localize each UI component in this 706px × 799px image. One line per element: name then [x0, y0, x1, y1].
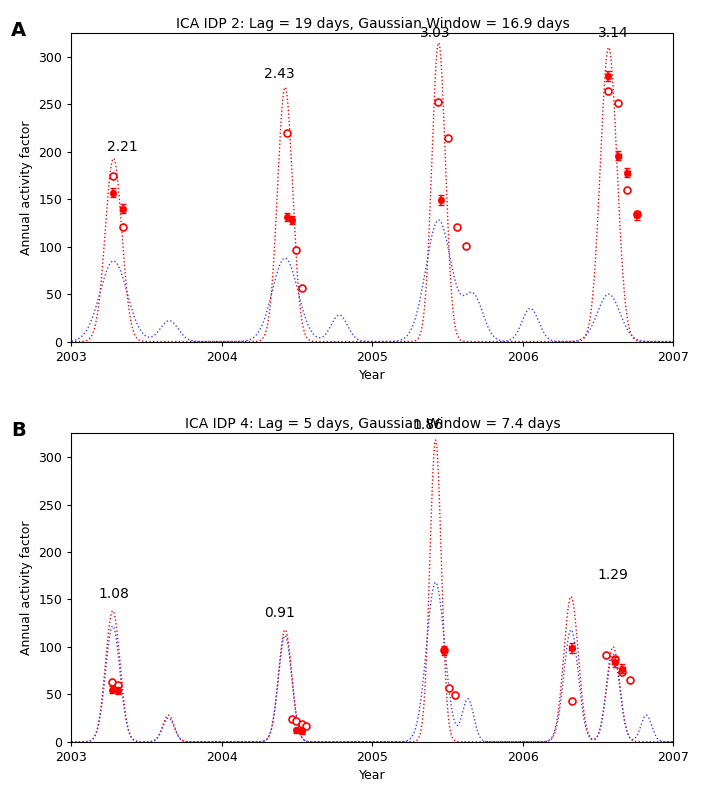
Text: 2.43: 2.43 — [264, 66, 294, 81]
Text: A: A — [11, 21, 26, 40]
Title: ICA IDP 2: Lag = 19 days, Gaussian Window = 16.9 days: ICA IDP 2: Lag = 19 days, Gaussian Windo… — [176, 17, 569, 30]
X-axis label: Year: Year — [359, 769, 385, 782]
Text: 0.91: 0.91 — [263, 606, 294, 620]
Text: 1.08: 1.08 — [98, 587, 129, 602]
Text: B: B — [11, 421, 26, 440]
Text: 2.21: 2.21 — [107, 140, 138, 153]
Text: 1.29: 1.29 — [598, 568, 628, 582]
Text: 3.03: 3.03 — [420, 26, 451, 40]
Text: 3.14: 3.14 — [598, 26, 628, 40]
Y-axis label: Annual activity factor: Annual activity factor — [20, 520, 33, 655]
X-axis label: Year: Year — [359, 369, 385, 382]
Text: 1.86: 1.86 — [412, 419, 443, 432]
Title: ICA IDP 4: Lag = 5 days, Gaussian Window = 7.4 days: ICA IDP 4: Lag = 5 days, Gaussian Window… — [184, 417, 560, 431]
Y-axis label: Annual activity factor: Annual activity factor — [20, 120, 33, 255]
